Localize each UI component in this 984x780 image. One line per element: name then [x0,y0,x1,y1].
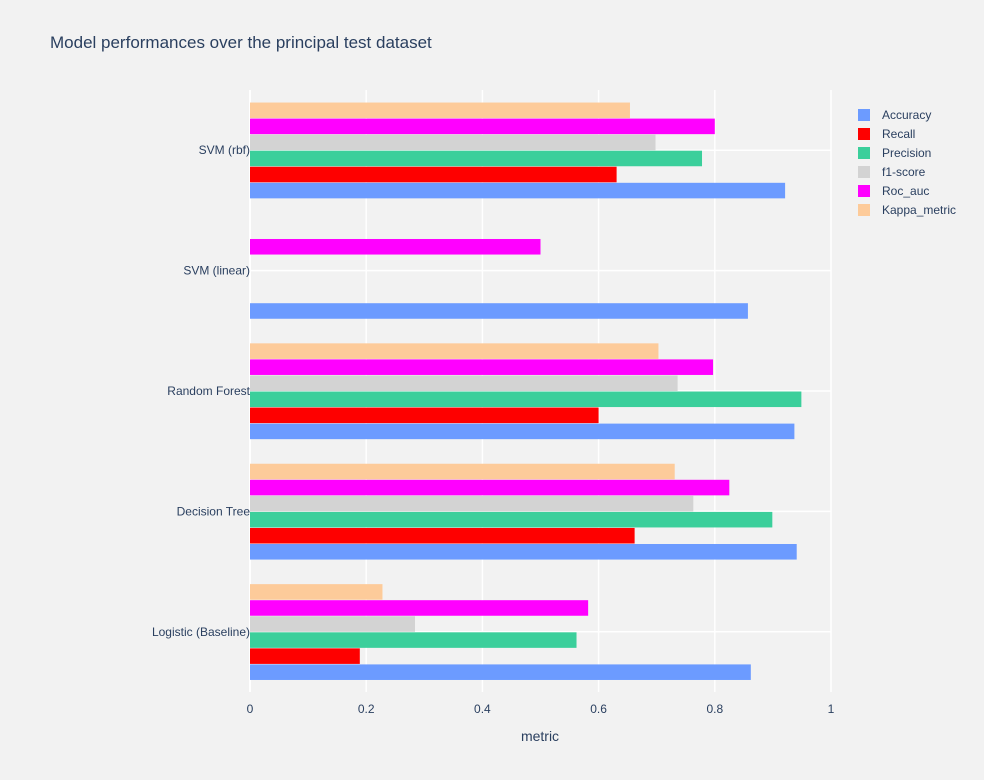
y-tick-label: SVM (rbf) [199,143,250,157]
bar-recall[interactable] [250,527,635,544]
bar-kappa-metric[interactable] [250,463,675,480]
legend-label: Roc_auc [882,183,930,198]
legend-item[interactable]: Precision [858,143,956,162]
x-tick-label: 0.6 [590,702,607,716]
legend-label: Precision [882,145,932,160]
bar-f1-score[interactable] [250,495,694,512]
bar-recall[interactable] [250,648,360,664]
y-tick-label: SVM (linear) [183,264,250,278]
legend: Accuracy Recall Precision f1-score Roc_auc Ka… [858,105,956,219]
x-tick-label: 0 [247,702,254,716]
legend-swatch [858,203,870,216]
y-tick-label: Logistic (Baseline) [152,625,250,639]
legend-swatch [858,184,870,197]
bar-kappa-metric[interactable] [250,343,659,359]
legend-item[interactable]: Kappa_metric [858,200,956,219]
bar-precision[interactable] [250,632,577,648]
bar-accuracy[interactable] [250,664,751,680]
legend-item[interactable]: Roc_auc [858,181,956,200]
bar-roc-auc[interactable] [250,479,730,496]
bar-recall[interactable] [250,166,617,183]
x-tick-label: 0.8 [706,702,723,716]
bar-recall[interactable] [250,407,599,424]
bar-f1-score[interactable] [250,375,678,391]
x-tick-label: 0.2 [358,702,375,716]
legend-swatch [858,146,870,159]
bar-accuracy[interactable] [250,303,748,319]
y-tick-label: Random Forest [167,384,250,398]
legend-label: Accuracy [882,107,932,122]
x-tick-label: 1 [828,702,835,716]
y-tick-label: Decision Tree [177,504,251,518]
bar-roc-auc[interactable] [250,359,714,375]
bar-roc-auc[interactable] [250,118,715,135]
bar-f1-score[interactable] [250,134,656,151]
legend-label: Recall [882,126,916,141]
bar-precision[interactable] [250,511,773,528]
legend-swatch [858,108,870,121]
bar-kappa-metric[interactable] [250,584,383,600]
bar-kappa-metric[interactable] [250,102,630,119]
legend-swatch [858,165,870,178]
x-axis-title: metric [521,728,559,744]
bar-precision[interactable] [250,391,802,408]
bar-accuracy[interactable] [250,182,786,199]
chart-title: Model performances over the principal te… [50,33,432,52]
legend-label: f1-score [882,164,926,179]
bar-roc-auc[interactable] [250,600,589,616]
legend-swatch [858,127,870,140]
x-tick-label: 0.4 [474,702,491,716]
legend-item[interactable]: Accuracy [858,105,956,124]
bars-layer [250,102,802,680]
legend-item[interactable]: f1-score [858,162,956,181]
bar-f1-score[interactable] [250,616,416,632]
legend-label: Kappa_metric [882,202,957,217]
axis-layer: 0 0.2 0.4 0.6 0.8 1 Logistic (Baseline) Decisio… [152,143,835,716]
bar-accuracy[interactable] [250,423,795,440]
bar-precision[interactable] [250,150,703,167]
bar-accuracy[interactable] [250,544,797,560]
legend-item[interactable]: Recall [858,124,956,143]
bar-roc-auc[interactable] [250,238,541,255]
